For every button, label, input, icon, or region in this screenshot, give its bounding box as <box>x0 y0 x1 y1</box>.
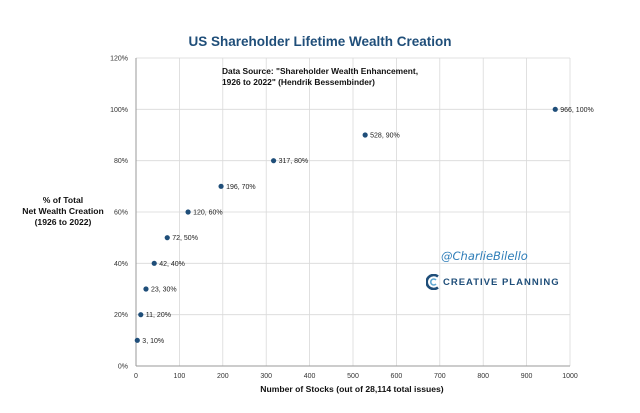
y-tick-label: 60% <box>114 210 128 217</box>
y-tick-label: 80% <box>114 158 128 165</box>
data-point <box>134 337 140 343</box>
y-tick-label: 40% <box>114 261 128 268</box>
data-source-line-1: Data Source: "Shareholder Wealth Enhance… <box>222 66 419 76</box>
data-source-line-2: 1926 to 2022" (Hendrik Bessembinder) <box>222 77 375 87</box>
data-point <box>143 286 149 292</box>
x-tick-label: 200 <box>217 373 229 380</box>
data-label: 120, 60% <box>193 210 223 217</box>
data-point <box>552 106 558 112</box>
x-tick-label: 0 <box>134 373 138 380</box>
data-label: 528, 90% <box>370 133 400 140</box>
data-point <box>151 260 157 266</box>
y-tick-label: 120% <box>110 56 128 63</box>
x-tick-label: 800 <box>477 373 489 380</box>
y-tick-label: 100% <box>110 107 128 114</box>
data-label: 966, 100% <box>560 107 593 114</box>
brand-name: CREATIVE PLANNING <box>443 276 560 288</box>
data-label: 42, 40% <box>159 261 185 268</box>
data-point <box>164 235 170 241</box>
x-tick-label: 400 <box>304 373 316 380</box>
y-axis-label: % of Total Net Wealth Creation (1926 to … <box>0 195 126 228</box>
x-tick-label: 300 <box>260 373 272 380</box>
x-tick-label: 500 <box>347 373 359 380</box>
chart-title: US Shareholder Lifetime Wealth Creation <box>188 34 452 49</box>
author-handle: @CharlieBilello <box>441 249 528 263</box>
data-label: 72, 50% <box>172 235 198 242</box>
data-point <box>138 312 144 318</box>
data-point <box>362 132 368 138</box>
x-axis-label: Number of Stocks (out of 28,114 total is… <box>260 384 444 394</box>
x-tick-label: 1000 <box>562 373 578 380</box>
data-point <box>218 183 224 189</box>
x-tick-label: 600 <box>391 373 403 380</box>
data-label: 23, 30% <box>151 287 177 294</box>
data-point <box>185 209 191 215</box>
y-axis-label-line-1: % of Total <box>42 195 84 205</box>
y-tick-label: 20% <box>114 312 128 319</box>
data-label: 317, 80% <box>279 158 309 165</box>
data-label: 196, 70% <box>226 184 256 191</box>
data-point <box>270 158 277 164</box>
x-tick-label: 700 <box>434 373 446 380</box>
creative-planning-c-logo-icon <box>426 274 439 290</box>
y-axis-label-line-2: Net Wealth Creation <box>22 206 104 216</box>
data-label: 3, 10% <box>142 338 164 345</box>
x-tick-label: 900 <box>521 373 533 380</box>
x-tick-label: 100 <box>174 373 186 380</box>
y-axis-label-line-3: (1926 to 2022) <box>34 217 92 227</box>
y-tick-label: 0% <box>118 364 128 371</box>
data-label: 11, 20% <box>146 312 171 319</box>
data-source-annotation: Data Source: "Shareholder Wealth Enhance… <box>222 66 418 88</box>
brand-logo: CREATIVE PLANNING <box>426 272 560 292</box>
